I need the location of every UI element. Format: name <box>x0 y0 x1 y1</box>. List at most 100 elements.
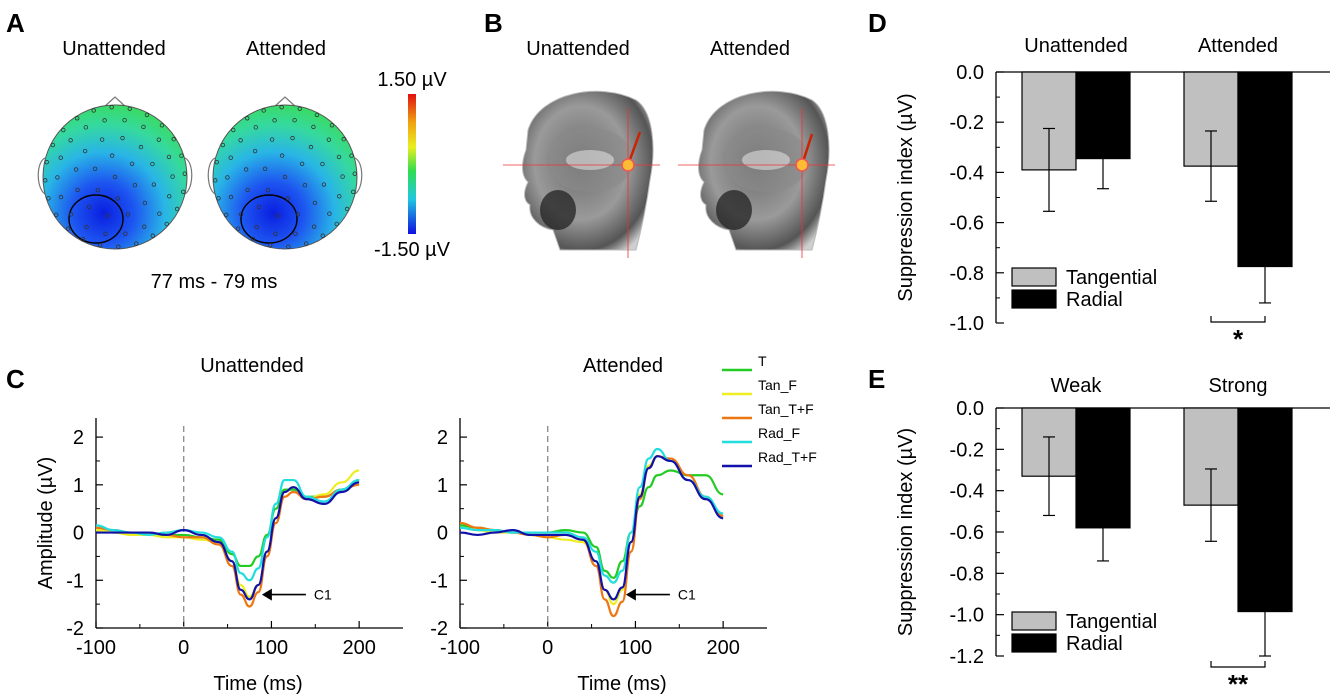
colorbar-min-label: -1.50 µV <box>374 239 451 261</box>
y-tick-label: -1 <box>66 570 84 592</box>
electrode-dot <box>299 161 305 167</box>
legend-label: Radial <box>1066 289 1123 311</box>
y-axis-label: Amplitude (µV) <box>35 457 57 590</box>
electrode-dot <box>286 244 291 249</box>
electrode-dot <box>337 194 342 199</box>
category-label: Attended <box>1198 35 1278 57</box>
electrode-dot <box>344 206 350 212</box>
electrode-dot <box>159 123 165 128</box>
electrode-dot <box>256 204 262 210</box>
y-tick-label: -0.4 <box>950 481 984 503</box>
legend-label: Tangential <box>1066 267 1157 289</box>
electrode-dot <box>171 137 176 142</box>
electrode-dot <box>253 125 259 130</box>
electrode-dot <box>225 175 230 180</box>
electrode-dot <box>327 211 332 216</box>
electrode-dot <box>109 105 114 110</box>
electrode-dot <box>138 144 144 150</box>
electrode-dot <box>122 118 127 123</box>
dipole-marker <box>621 158 635 172</box>
electrode-dot <box>102 118 107 123</box>
electrode-dot <box>326 137 332 142</box>
electrode-dot <box>224 212 229 217</box>
time-window-label: 77 ms - 79 ms <box>151 271 278 293</box>
dipole-marker <box>795 158 809 172</box>
erp-line-rad-f <box>95 478 360 582</box>
legend-swatch <box>1011 611 1057 631</box>
colorbar-max-label: 1.50 µV <box>377 69 447 91</box>
electrode-dot <box>304 241 309 246</box>
electrode-dot <box>238 138 243 143</box>
electrode-dot <box>214 159 219 165</box>
panel-d: D 0.0 -0.2 -0.4 -0.6 -0.8 -1.0 Suppression ind… <box>868 8 1330 354</box>
electrode-dot <box>235 226 241 231</box>
y-tick-label: -1.0 <box>950 605 984 627</box>
electrode-dot <box>182 171 187 176</box>
electrode-dot <box>320 161 325 167</box>
electrode-dot <box>273 231 278 236</box>
bar-chart-e: 0.0 -0.2 -0.4 -0.6 -0.8 -1.0 -1.2 Suppression i… <box>895 375 1330 697</box>
electrode-dot <box>243 167 249 172</box>
y-tick-label: 0 <box>73 523 84 545</box>
topo-attended-label: Attended <box>246 38 326 60</box>
bar-chart-d: 0.0 -0.2 -0.4 -0.6 -0.8 -1.0 Suppression index… <box>895 35 1330 354</box>
erp-title: Attended <box>583 355 663 377</box>
electrode-dot <box>297 106 303 111</box>
legend-label: Tan_F <box>758 377 797 393</box>
electrode-dot <box>265 187 271 193</box>
legend-label: T <box>758 353 767 369</box>
panel-b-letter: B <box>484 8 503 38</box>
electrode-dot <box>267 243 273 248</box>
electrode-dot <box>285 196 291 201</box>
electrode-dot <box>80 236 86 242</box>
panel-a: A Unattended Attended 77 ms - 79 ms 1.50… <box>6 8 451 293</box>
roi-ellipse <box>240 194 298 244</box>
electrode-dot <box>116 244 121 249</box>
electrode-dot <box>272 118 277 123</box>
electrode-dot <box>231 127 236 133</box>
electrode-dot <box>275 213 280 219</box>
erp-line-rad-t-f <box>459 455 724 601</box>
significance-stars: * <box>1233 324 1244 354</box>
significance-stars: ** <box>1228 669 1249 697</box>
y-tick-label: -2 <box>66 618 84 640</box>
electrode-dot <box>279 105 284 110</box>
erp-line-rad-t-f <box>95 481 360 601</box>
y-tick-label: -0.8 <box>950 263 984 285</box>
y-tick-label: -2 <box>430 618 448 640</box>
electrode-dot <box>55 175 60 180</box>
brain-attended-label: Attended <box>710 38 790 60</box>
electrode-dot <box>156 137 162 142</box>
electrode-dot <box>170 174 175 179</box>
significance-bracket <box>1210 316 1266 323</box>
electrode-dot <box>238 212 244 217</box>
electrode-dot <box>120 135 125 141</box>
electrode-dot <box>179 153 184 158</box>
electrode-dot <box>216 196 221 201</box>
electrode-dot <box>252 148 258 154</box>
electrode-dot <box>103 231 108 236</box>
electrode-dot <box>46 196 51 201</box>
panel-d-letter: D <box>868 8 887 38</box>
y-tick-label: -0.8 <box>950 563 984 585</box>
electrode-dot <box>261 108 266 113</box>
y-tick-label: -1.0 <box>950 313 984 335</box>
electrode-dot <box>75 116 80 121</box>
category-label: Strong <box>1209 375 1268 397</box>
panel-c-letter: C <box>6 364 25 394</box>
panel-e: E 0.0 -0.2 -0.4 -0.6 -0.8 -1.0 -1.2 Suppression… <box>868 364 1330 697</box>
electrode-dot <box>321 182 327 187</box>
electrode-dot <box>58 194 64 200</box>
electrode-dot <box>61 127 66 133</box>
electrode-dot <box>54 212 59 217</box>
panel-b: B Unattended Attended <box>484 8 835 258</box>
nose-icon <box>273 96 297 108</box>
electrode-dot <box>150 161 155 167</box>
y-tick-label: 0.0 <box>956 398 984 420</box>
y-tick-label: -0.2 <box>950 439 984 461</box>
electrode-dot <box>351 189 356 195</box>
electrode-dot <box>132 183 138 188</box>
electrode-dot <box>95 187 101 193</box>
